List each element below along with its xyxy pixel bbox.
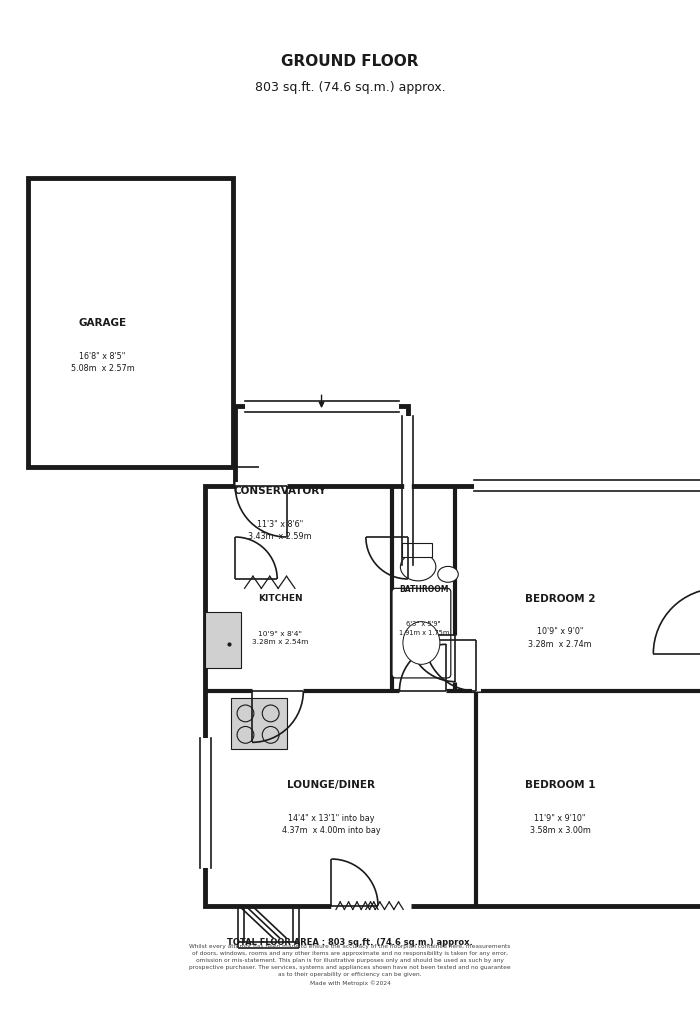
Ellipse shape (403, 622, 440, 664)
Text: BEDROOM 1: BEDROOM 1 (525, 780, 595, 790)
Text: Whilst every attempt has been made to ensure the accuracy of the floorplan conta: Whilst every attempt has been made to en… (189, 943, 511, 984)
Text: GARAGE: GARAGE (78, 318, 127, 328)
Text: 14'4" x 13'1" into bay
4.37m  x 4.00m into bay: 14'4" x 13'1" into bay 4.37m x 4.00m int… (282, 813, 381, 835)
Text: LOUNGE/DINER: LOUNGE/DINER (287, 780, 375, 790)
Ellipse shape (438, 567, 458, 583)
Text: 16'8" x 8'5"
5.08m  x 2.57m: 16'8" x 8'5" 5.08m x 2.57m (71, 352, 134, 373)
Bar (28, 178, 233, 468)
Bar (232, 698, 288, 749)
Text: 803 sq.ft. (74.6 sq.m.) approx.: 803 sq.ft. (74.6 sq.m.) approx. (255, 81, 445, 94)
Text: 6'3" x 5'9"
1.91m x 1.75m: 6'3" x 5'9" 1.91m x 1.75m (398, 621, 449, 635)
Ellipse shape (400, 553, 436, 581)
FancyBboxPatch shape (392, 589, 451, 679)
Text: GROUND FLOOR: GROUND FLOOR (281, 54, 419, 69)
Bar (205, 612, 241, 668)
Bar (402, 543, 432, 557)
Text: 11'9" x 9'10"
3.58m x 3.00m: 11'9" x 9'10" 3.58m x 3.00m (530, 813, 590, 835)
Text: 11'3" x 8'6"
3.43m  x 2.59m: 11'3" x 8'6" 3.43m x 2.59m (248, 520, 312, 541)
Text: 10'9" x 9'0"
3.28m  x 2.74m: 10'9" x 9'0" 3.28m x 2.74m (528, 627, 592, 648)
Text: 10'9" x 8'4"
3.28m x 2.54m: 10'9" x 8'4" 3.28m x 2.54m (252, 630, 308, 644)
Text: KITCHEN: KITCHEN (258, 594, 302, 602)
Text: CONSERVATORY: CONSERVATORY (234, 486, 326, 496)
Bar (205, 524, 392, 691)
Text: TOTAL FLOOR AREA : 803 sq.ft. (74.6 sq.m.) approx.: TOTAL FLOOR AREA : 803 sq.ft. (74.6 sq.m… (227, 936, 473, 946)
Text: BATHROOM: BATHROOM (399, 584, 449, 593)
Bar (235, 407, 408, 580)
Text: BEDROOM 2: BEDROOM 2 (525, 593, 595, 603)
Bar (205, 486, 700, 906)
